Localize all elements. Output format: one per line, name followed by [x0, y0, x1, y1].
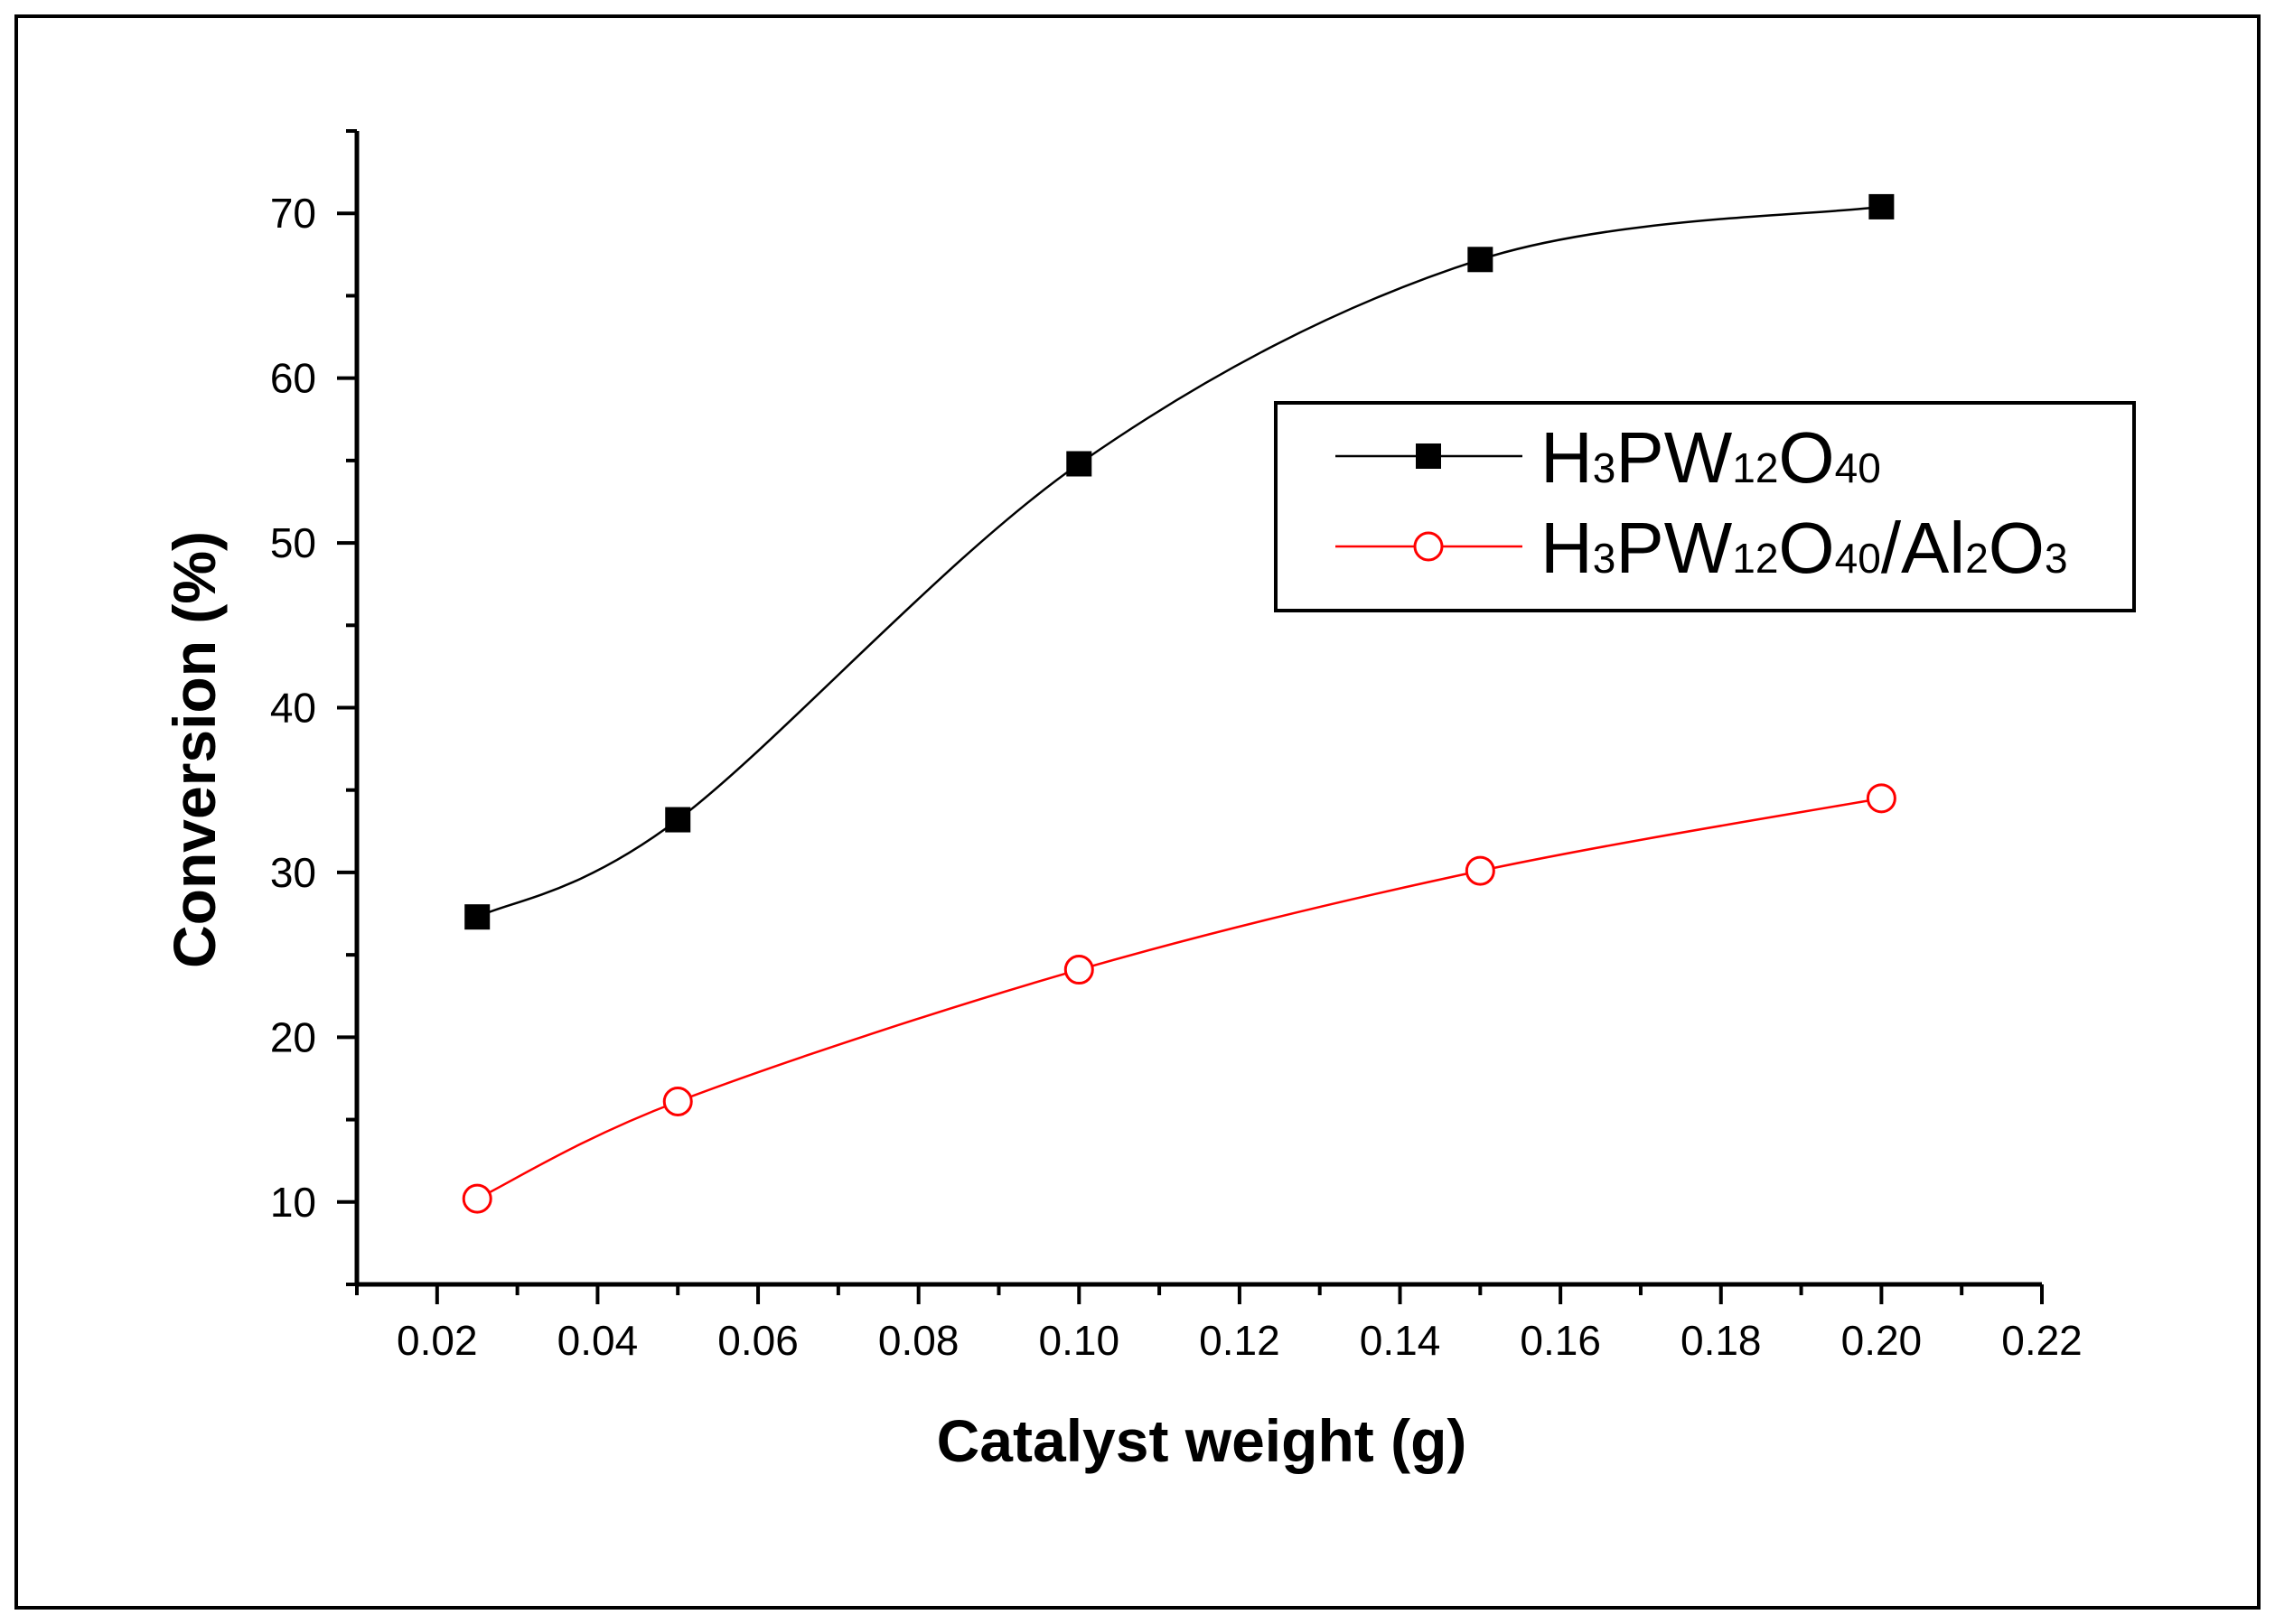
- legend-text-part: H: [1540, 417, 1593, 498]
- legend-text-part: PW: [1615, 508, 1732, 588]
- data-point: [1465, 855, 1495, 886]
- y-tick-label: 30: [270, 849, 316, 896]
- x-tick-label: 0.22: [2001, 1317, 2083, 1364]
- legend-entry-1: H3PW12O40: [1335, 417, 1881, 498]
- data-point: [462, 1183, 492, 1214]
- x-tick-label: 0.18: [1681, 1317, 1762, 1364]
- legend-subscript: 2: [1965, 535, 1989, 582]
- y-tick-label: 70: [270, 190, 316, 237]
- y-tick-label: 10: [270, 1179, 316, 1226]
- legend-text-part: O: [1778, 508, 1834, 588]
- x-tick-label: 0.06: [717, 1317, 799, 1364]
- legend-marker: [1413, 531, 1444, 562]
- data-point: [665, 807, 691, 833]
- x-tick-label: 0.04: [557, 1317, 639, 1364]
- series-layer: [462, 193, 1896, 1214]
- x-tick-label: 0.12: [1199, 1317, 1280, 1364]
- x-tick-label: 0.14: [1360, 1317, 1441, 1364]
- series-line: [476, 205, 1882, 919]
- legend-subscript: 40: [1835, 444, 1881, 491]
- legend-text-part: PW: [1615, 417, 1732, 498]
- data-point: [1866, 783, 1896, 814]
- x-axis-title: Catalyst weight (g): [937, 1407, 1467, 1474]
- legend-text-part: O: [1989, 508, 2045, 588]
- legend-subscript: 3: [1593, 535, 1616, 582]
- figure-border: [14, 14, 2261, 1610]
- legend-entry-2: H3PW12O40/Al2O3: [1335, 508, 2068, 588]
- x-tick-label: 0.10: [1039, 1317, 1120, 1364]
- legend-subscript: 3: [1593, 444, 1616, 491]
- legend-text-part: O: [1778, 417, 1834, 498]
- x-tick-label: 0.16: [1520, 1317, 1601, 1364]
- legend-text-part: /Al: [1881, 508, 1965, 588]
- series-1: [464, 193, 1895, 930]
- legend-subscript: 12: [1732, 535, 1778, 582]
- legend-box: [1274, 401, 2136, 612]
- axes: 0.02 0.04 0.06 0.08 0.10 0.12 0.14 0.16 0.18 0.20…: [270, 129, 2083, 1364]
- y-tick-label: 20: [270, 1013, 316, 1060]
- x-ticks: 0.02 0.04 0.06 0.08 0.10 0.12 0.14 0.16 0.18 0.20…: [355, 1284, 2083, 1364]
- y-ticks: 10 20 30 40 50 60 70: [270, 129, 357, 1286]
- legend-subscript: 3: [2045, 535, 2068, 582]
- series-line: [476, 797, 1882, 1200]
- legend-marker: [1416, 443, 1441, 469]
- legend-subscript: 40: [1835, 535, 1881, 582]
- y-tick-label: 50: [270, 519, 316, 566]
- legend-text-part: H: [1540, 508, 1593, 588]
- data-point: [1066, 451, 1092, 477]
- data-point: [1868, 193, 1895, 219]
- x-tick-label: 0.20: [1841, 1317, 1923, 1364]
- y-tick-label: 60: [270, 355, 316, 402]
- series-2: [462, 783, 1896, 1214]
- data-point: [464, 904, 491, 930]
- data-point: [662, 1087, 693, 1117]
- legend-subscript: 12: [1732, 444, 1778, 491]
- y-tick-label: 40: [270, 685, 316, 732]
- legend-label: H3PW12O40: [1540, 417, 1881, 498]
- x-tick-label: 0.08: [878, 1317, 960, 1364]
- x-tick-label: 0.02: [397, 1317, 478, 1364]
- data-point: [1467, 247, 1493, 273]
- legend-label: H3PW12O40/Al2O3: [1540, 508, 2068, 588]
- data-point: [1063, 955, 1094, 985]
- y-axis-title: Conversion (%): [161, 531, 228, 968]
